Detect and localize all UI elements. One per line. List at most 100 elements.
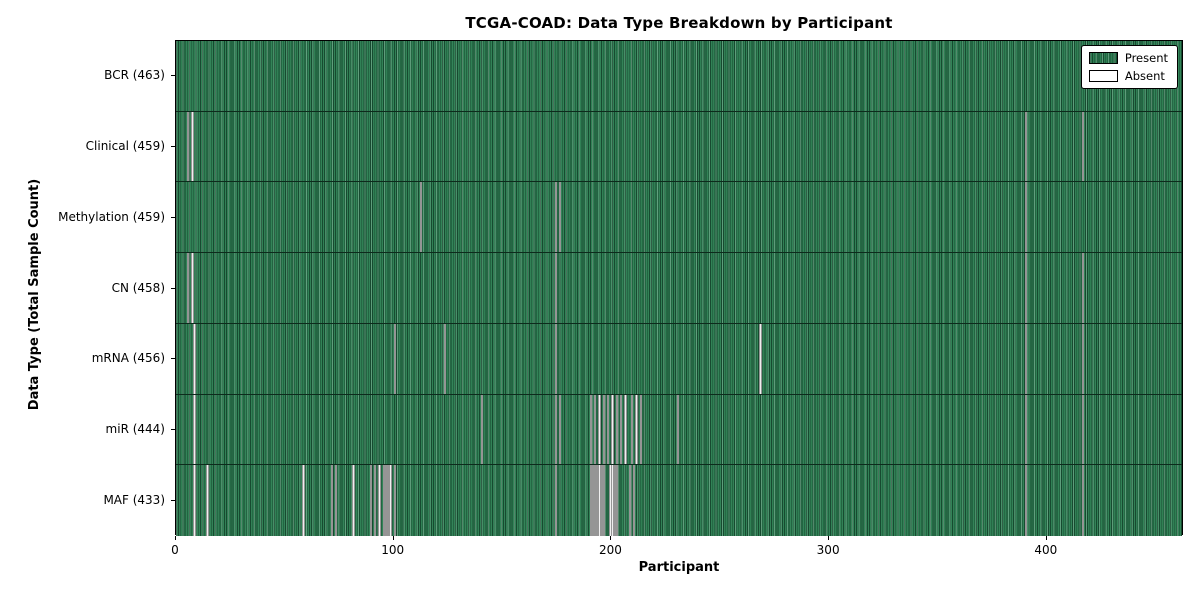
absent-mark xyxy=(382,465,386,536)
y-tick-label-methylation: Methylation (459) xyxy=(58,209,165,224)
absent-mark xyxy=(1025,465,1028,536)
y-tick-label-mrna: mRNA (456) xyxy=(91,351,165,366)
absent-mark xyxy=(607,394,610,465)
x-tick-mark xyxy=(1045,536,1047,540)
y-tick-label-mir: miR (444) xyxy=(105,421,165,436)
heatmap-row-mrna xyxy=(176,323,1182,395)
absent-mark xyxy=(559,394,562,465)
absent-mark xyxy=(1081,465,1084,536)
absent-mark xyxy=(374,465,377,536)
absent-mark xyxy=(1081,253,1084,323)
absent-mark xyxy=(1025,253,1028,323)
y-tick-mark xyxy=(171,287,175,289)
absent-mark xyxy=(598,394,601,465)
y-tick-mark xyxy=(171,358,175,360)
absent-mark xyxy=(554,465,558,536)
absent-mark xyxy=(615,465,619,536)
absent-mark xyxy=(419,182,423,253)
absent-mark xyxy=(613,465,616,536)
absent-mark xyxy=(589,465,592,536)
heatmap-row-bcr xyxy=(176,41,1182,112)
absent-mark xyxy=(302,465,305,536)
absent-mark xyxy=(1025,323,1028,394)
legend-entry-present: Present xyxy=(1088,51,1168,65)
absent-mark xyxy=(1081,111,1084,182)
chart-title: TCGA-COAD: Data Type Breakdown by Partic… xyxy=(465,14,893,32)
heatmap-row-methylation xyxy=(176,182,1182,254)
absent-mark xyxy=(639,394,643,465)
absent-mark xyxy=(186,253,190,323)
absent-mark xyxy=(554,253,558,323)
absent-mark xyxy=(191,253,194,323)
absent-mark xyxy=(385,465,388,536)
absent-mark xyxy=(330,465,333,536)
absent-mark xyxy=(759,323,762,394)
y-tick-label-clinical: Clinical (459) xyxy=(85,139,165,154)
absent-mark xyxy=(611,465,614,536)
y-tick-mark xyxy=(171,75,175,77)
absent-mark xyxy=(352,465,355,536)
absent-mark xyxy=(611,394,614,465)
legend-label-present: Present xyxy=(1124,51,1168,65)
absent-mark xyxy=(193,394,196,465)
y-tick-mark xyxy=(171,216,175,218)
heatmap-row-mir xyxy=(176,394,1182,466)
y-axis-label: Data Type (Total Sample Count) xyxy=(27,178,42,411)
absent-mark xyxy=(631,394,634,465)
absent-mark xyxy=(628,465,632,536)
absent-mark xyxy=(602,394,605,465)
y-tick-mark xyxy=(171,499,175,501)
absent-mark xyxy=(393,465,396,536)
absent-mark xyxy=(620,394,623,465)
absent-mark xyxy=(193,465,196,536)
absent-mark xyxy=(334,465,338,536)
absent-mark xyxy=(1025,111,1028,182)
absent-mark xyxy=(480,394,484,465)
x-tick-mark xyxy=(828,536,830,540)
plot-area xyxy=(175,40,1183,536)
absent-mark xyxy=(624,394,627,465)
absent-mark xyxy=(594,465,597,536)
absent-mark xyxy=(602,465,605,536)
absent-mark xyxy=(1025,394,1028,465)
x-tick-mark xyxy=(392,536,394,540)
present-swatch xyxy=(1088,52,1118,64)
x-tick-label-300: 300 xyxy=(816,543,840,557)
absent-mark xyxy=(387,465,390,536)
legend-entry-absent: Absent xyxy=(1088,69,1168,83)
y-tick-label-bcr: BCR (463) xyxy=(104,68,165,83)
absent-mark xyxy=(1081,323,1084,394)
x-tick-mark xyxy=(610,536,612,540)
absent-mark xyxy=(186,111,190,182)
x-axis-label: Participant xyxy=(638,560,720,575)
absent-mark xyxy=(589,394,592,465)
x-tick-mark xyxy=(175,536,176,540)
absent-mark xyxy=(378,465,381,536)
absent-mark xyxy=(609,465,612,536)
absent-mark xyxy=(676,394,680,465)
x-tick-label-200: 200 xyxy=(598,543,622,557)
absent-mark xyxy=(193,323,196,394)
legend: Present Absent xyxy=(1080,45,1178,89)
absent-mark xyxy=(443,323,447,394)
absent-mark xyxy=(369,465,373,536)
absent-mark xyxy=(554,182,558,253)
y-tick-label-cn: CN (458) xyxy=(111,280,165,295)
x-tick-label-0: 0 xyxy=(171,543,179,557)
x-tick-label-100: 100 xyxy=(381,543,405,557)
absent-mark xyxy=(600,465,603,536)
y-tick-mark xyxy=(171,428,175,430)
absent-mark xyxy=(206,465,209,536)
y-tick-mark xyxy=(171,146,175,148)
legend-label-absent: Absent xyxy=(1124,69,1165,83)
heatmap-row-cn xyxy=(176,253,1182,324)
absent-mark xyxy=(1081,394,1084,465)
absent-mark xyxy=(615,394,619,465)
absent-mark xyxy=(554,323,558,394)
absent-mark xyxy=(594,394,597,465)
x-tick-label-400: 400 xyxy=(1034,543,1058,557)
absent-mark xyxy=(598,465,601,536)
heatmap-row-clinical xyxy=(176,111,1182,183)
absent-mark xyxy=(591,465,595,536)
